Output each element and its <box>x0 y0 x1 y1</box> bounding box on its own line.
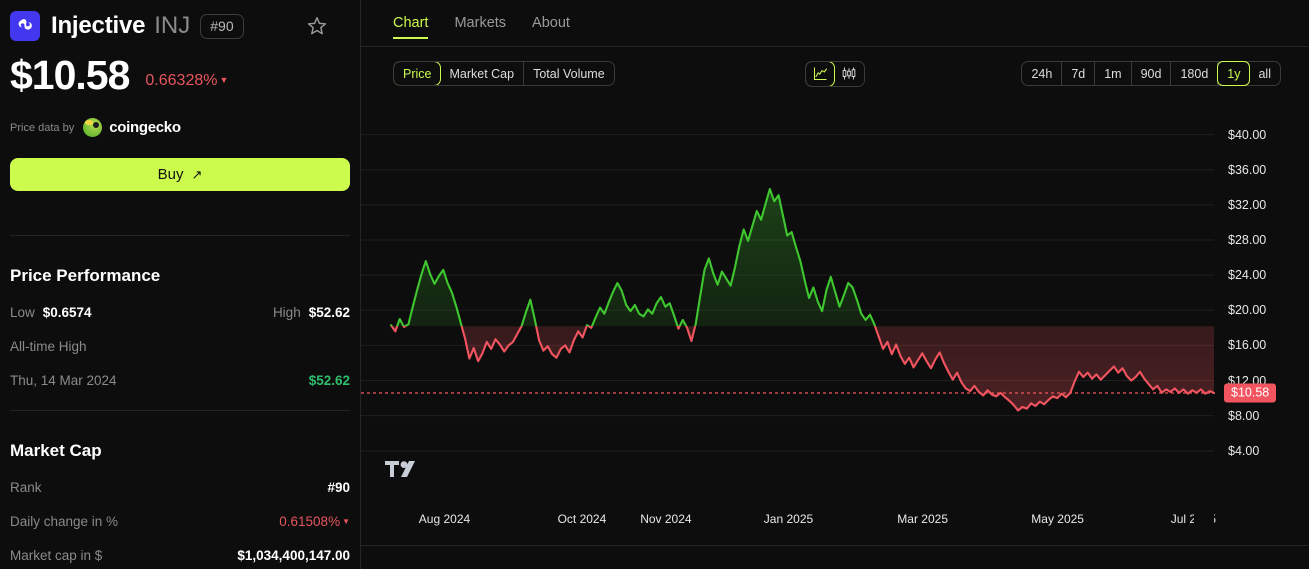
all-time-high-row: Thu, 14 Mar 2024 $52.62 <box>10 373 350 388</box>
chart-type-toggle <box>805 60 865 87</box>
high-label: High <box>272 305 301 320</box>
star-outline-icon[interactable] <box>306 15 328 37</box>
x-axis-tick: Jan 2025 <box>763 512 814 526</box>
row-value: #90 <box>327 480 350 495</box>
coin-symbol: INJ <box>154 12 191 39</box>
x-axis-tick: Oct 2024 <box>557 512 607 526</box>
tab-markets[interactable]: Markets <box>454 15 507 31</box>
range-all[interactable]: all <box>1258 66 1271 81</box>
market-cap-title: Market Cap <box>10 441 102 460</box>
caret-down-icon: ▼ <box>219 75 229 85</box>
y-axis-tick: $16.00 <box>1228 338 1267 353</box>
segment-total-volume[interactable]: Total Volume <box>533 66 605 81</box>
x-axis: Aug 2024 Oct 2024 Nov 2024 Jan 2025 Mar 2025… <box>361 504 1309 534</box>
row-key: Market cap in $ <box>10 548 103 563</box>
range-1y[interactable]: 1y <box>1217 61 1251 86</box>
low-label: Low <box>10 305 35 320</box>
y-axis-tick: $40.00 <box>1228 127 1267 142</box>
current-price: $10.58 <box>10 52 130 98</box>
all-time-high-value: $52.62 <box>308 373 350 388</box>
caret-down-icon: ▼ <box>342 517 350 526</box>
price-line-chart <box>361 134 1216 452</box>
low-high-row: Low $0.6574 High $52.62 <box>10 305 350 320</box>
x-axis-tick: Aug 2024 <box>418 512 471 526</box>
line-chart-icon[interactable] <box>806 61 835 86</box>
tabs-divider <box>361 46 1309 47</box>
price-performance-title: Price Performance <box>10 266 161 285</box>
rank-badge: #90 <box>200 13 244 39</box>
segment-price[interactable]: Price <box>393 62 442 85</box>
x-axis-tick: May 2025 <box>1031 512 1084 526</box>
attribution-brand: coingecko <box>109 119 181 136</box>
y-axis-tick: $4.00 <box>1228 443 1260 458</box>
high-value: $52.62 <box>308 305 350 320</box>
coingecko-logo-icon <box>83 118 103 137</box>
coin-sidebar: Injective INJ #90 $10.58 0.66328% ▼ Price… <box>0 0 361 569</box>
x-axis-tick: Mar 2025 <box>897 512 949 526</box>
tradingview-logo-icon <box>385 459 421 486</box>
row-value: $1,034,400,147.00 <box>237 548 350 563</box>
daily-change-value: 0.61508% <box>279 514 341 529</box>
sidebar-divider-2 <box>10 410 350 411</box>
table-row: Rank #90 <box>10 480 350 495</box>
row-key: Rank <box>10 480 42 495</box>
y-axis-tick: $28.00 <box>1228 232 1267 247</box>
range-90d[interactable]: 90d <box>1132 62 1172 85</box>
external-link-arrow-icon: ↗ <box>191 167 203 182</box>
buy-button[interactable]: Buy ↗ <box>10 158 350 191</box>
low-value: $0.6574 <box>42 305 92 320</box>
high-cell: High $52.62 <box>273 305 350 320</box>
row-key: Daily change in % <box>10 514 119 529</box>
y-axis-tick: $36.00 <box>1228 162 1267 177</box>
sidebar-divider-1 <box>10 235 350 236</box>
x-axis-clip-mask <box>1194 504 1214 534</box>
time-range-control: 24h 7d 1m 90d 180d 1y all <box>1021 61 1281 86</box>
injective-logo-icon <box>10 11 40 41</box>
chart-toolbar: Price Market Cap Total Volume <box>361 47 1309 100</box>
all-time-high-label: All-time High <box>10 339 87 354</box>
metric-segmented-control: Price Market Cap Total Volume <box>393 61 615 86</box>
all-time-high-date: Thu, 14 Mar 2024 <box>10 373 117 388</box>
current-price-badge: $10.58 <box>1224 383 1277 403</box>
y-axis-tick: $24.00 <box>1228 268 1267 283</box>
range-180d[interactable]: 180d <box>1171 62 1219 85</box>
price-change-value: 0.66328% <box>145 72 218 89</box>
range-24h[interactable]: 24h <box>1022 62 1063 85</box>
tab-about[interactable]: About <box>532 15 570 31</box>
tab-chart[interactable]: Chart <box>393 0 429 39</box>
price-row: $10.58 0.66328% ▼ <box>10 55 350 96</box>
range-7d[interactable]: 7d <box>1062 62 1096 85</box>
coin-name: Injective <box>51 12 146 39</box>
y-axis-tick: $32.00 <box>1228 197 1267 212</box>
x-axis-tick: Nov 2024 <box>640 512 692 526</box>
panel-tabs: Chart Markets About <box>361 0 1309 46</box>
price-data-attribution: Price data by coingecko <box>10 118 350 137</box>
range-1m[interactable]: 1m <box>1095 62 1132 85</box>
low-cell: Low $0.6574 <box>10 305 92 320</box>
y-axis-tick: $8.00 <box>1228 408 1260 423</box>
buy-button-label: Buy <box>157 166 184 183</box>
candlestick-chart-icon[interactable] <box>834 62 864 86</box>
table-row: Market cap in $ $1,034,400,147.00 <box>10 548 350 563</box>
y-axis-tick: $20.00 <box>1228 303 1267 318</box>
table-row: Daily change in % 0.61508% ▼ <box>10 514 350 529</box>
price-change-percent: 0.66328% ▼ <box>145 72 228 90</box>
chart-area[interactable]: $40.00 $36.00 $32.00 $28.00 $24.00 $20.00 $16.… <box>361 99 1309 569</box>
attribution-label: Price data by <box>10 121 75 134</box>
segment-market-cap[interactable]: Market Cap <box>440 62 525 85</box>
chart-panel: Chart Markets About Price Market Cap Tot… <box>361 0 1309 569</box>
row-value: 0.61508% ▼ <box>279 514 350 529</box>
coin-header: Injective INJ #90 <box>10 0 350 41</box>
y-axis: $40.00 $36.00 $32.00 $28.00 $24.00 $20.00 $16.… <box>1214 99 1309 509</box>
chart-bottom-divider <box>361 545 1309 546</box>
